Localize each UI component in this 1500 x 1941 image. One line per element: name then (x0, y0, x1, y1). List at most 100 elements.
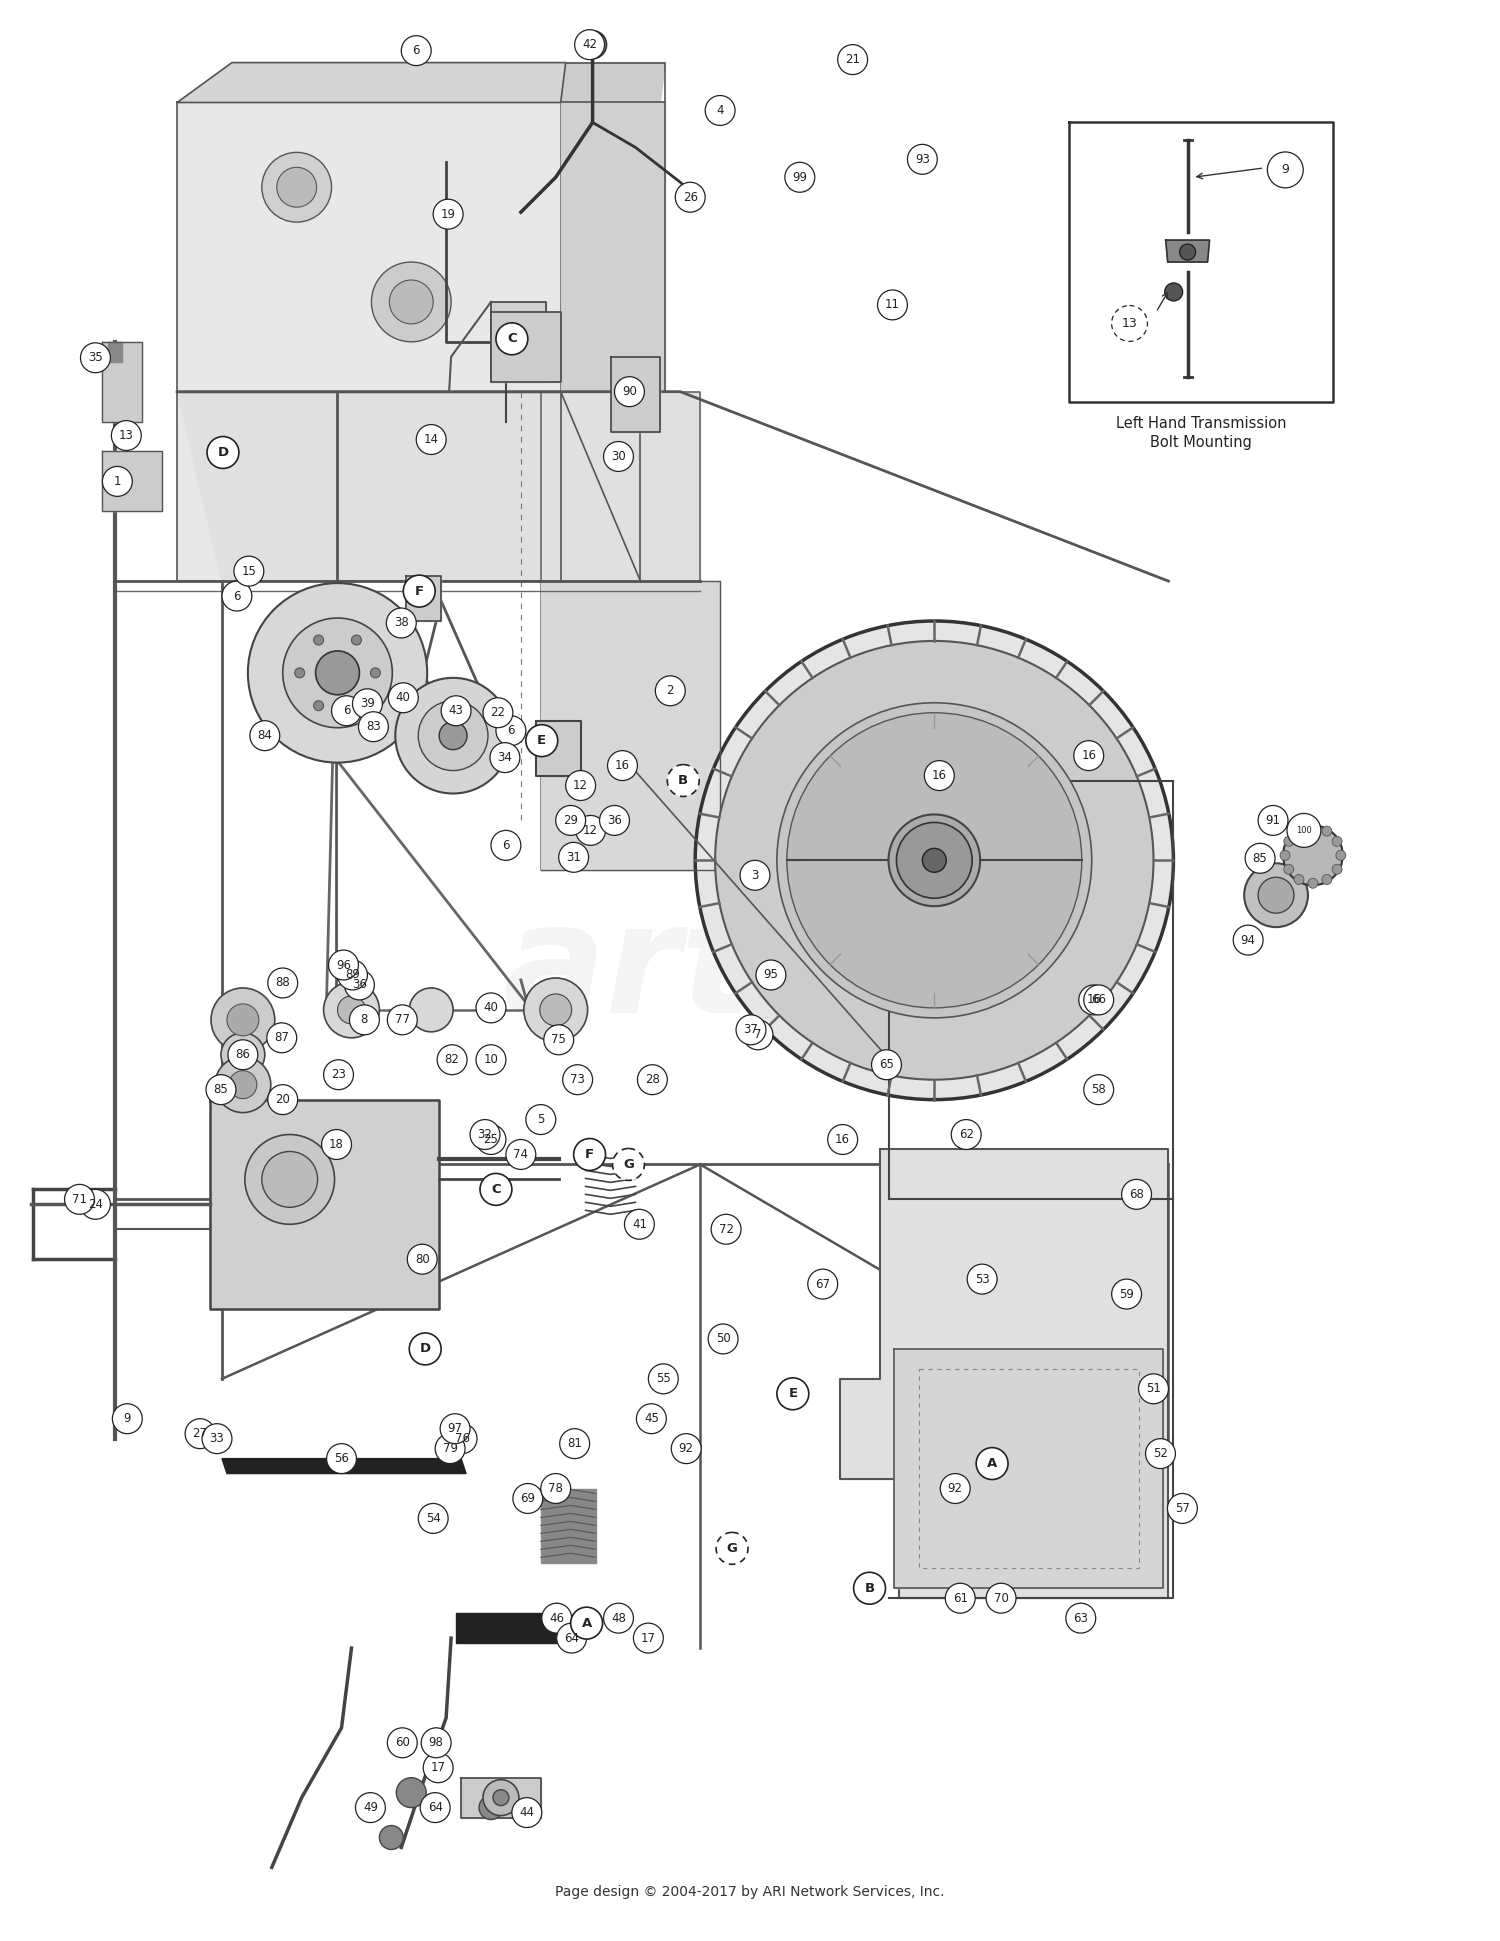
Text: F: F (414, 584, 424, 598)
Circle shape (228, 1040, 258, 1069)
Text: C: C (490, 1182, 501, 1196)
Circle shape (555, 806, 585, 835)
Circle shape (435, 1434, 465, 1464)
Circle shape (111, 421, 141, 450)
Text: 73: 73 (570, 1073, 585, 1087)
Text: 41: 41 (632, 1217, 646, 1231)
Circle shape (81, 1190, 111, 1219)
Text: 9: 9 (1281, 163, 1288, 177)
Text: 49: 49 (363, 1801, 378, 1815)
Text: 24: 24 (88, 1198, 104, 1211)
Circle shape (402, 35, 430, 66)
Text: 62: 62 (958, 1128, 974, 1141)
Circle shape (1282, 825, 1342, 885)
Circle shape (1258, 806, 1288, 835)
Circle shape (370, 668, 381, 677)
Text: 51: 51 (1146, 1382, 1161, 1396)
Circle shape (808, 1269, 837, 1299)
Circle shape (574, 29, 604, 60)
Text: 29: 29 (562, 813, 578, 827)
Circle shape (358, 712, 388, 741)
Circle shape (1146, 1438, 1176, 1469)
Text: 44: 44 (519, 1805, 534, 1819)
Text: D: D (420, 1343, 430, 1355)
Circle shape (1308, 823, 1318, 833)
Circle shape (496, 322, 528, 355)
Circle shape (1066, 1603, 1095, 1632)
Circle shape (570, 1607, 603, 1638)
Text: 99: 99 (792, 171, 807, 184)
Circle shape (1078, 984, 1108, 1015)
Polygon shape (542, 1489, 596, 1563)
Text: 63: 63 (1074, 1611, 1088, 1625)
Text: 64: 64 (427, 1801, 442, 1815)
Circle shape (268, 969, 297, 998)
Circle shape (556, 1623, 586, 1654)
Text: 89: 89 (345, 969, 360, 982)
Polygon shape (561, 103, 666, 392)
Polygon shape (456, 1613, 561, 1644)
Circle shape (558, 842, 588, 872)
Text: A: A (987, 1458, 998, 1469)
Circle shape (410, 988, 453, 1033)
Circle shape (490, 831, 520, 860)
Circle shape (924, 761, 954, 790)
Polygon shape (542, 580, 720, 870)
Circle shape (206, 1075, 236, 1104)
Circle shape (694, 621, 1173, 1101)
Text: Page design © 2004-2017 by ARI Network Services, Inc.: Page design © 2004-2017 by ARI Network S… (555, 1885, 945, 1900)
Polygon shape (102, 342, 142, 421)
Circle shape (496, 716, 526, 745)
Polygon shape (177, 392, 640, 580)
Circle shape (314, 635, 324, 644)
Circle shape (1294, 827, 1304, 837)
Circle shape (1122, 1180, 1152, 1209)
Circle shape (1084, 984, 1113, 1015)
Text: 6: 6 (413, 45, 420, 56)
Circle shape (490, 743, 520, 773)
Polygon shape (490, 303, 546, 382)
Circle shape (1112, 305, 1148, 342)
Text: Left Hand Transmission
Bolt Mounting: Left Hand Transmission Bolt Mounting (1116, 415, 1286, 450)
Circle shape (1164, 283, 1182, 301)
Circle shape (656, 675, 686, 707)
Circle shape (1308, 877, 1318, 889)
Circle shape (1284, 837, 1293, 846)
Circle shape (951, 1120, 981, 1149)
Circle shape (478, 1795, 502, 1819)
Circle shape (736, 1015, 766, 1044)
Text: 12: 12 (584, 823, 598, 837)
Text: 98: 98 (429, 1737, 444, 1749)
Polygon shape (840, 1149, 1168, 1597)
Circle shape (324, 982, 380, 1038)
Text: 43: 43 (448, 705, 464, 718)
Text: 87: 87 (274, 1031, 290, 1044)
Circle shape (756, 961, 786, 990)
Circle shape (433, 200, 464, 229)
Circle shape (387, 1005, 417, 1035)
Circle shape (372, 262, 452, 342)
Circle shape (1332, 837, 1342, 846)
Circle shape (668, 765, 699, 796)
Text: 6: 6 (342, 705, 350, 718)
Circle shape (512, 1797, 542, 1828)
Text: 53: 53 (975, 1273, 990, 1285)
Circle shape (350, 1005, 380, 1035)
Circle shape (1322, 875, 1332, 885)
Circle shape (562, 1066, 592, 1095)
Text: 28: 28 (645, 1073, 660, 1087)
Circle shape (675, 182, 705, 212)
Text: 34: 34 (498, 751, 513, 765)
Circle shape (332, 695, 362, 726)
Circle shape (1336, 850, 1346, 860)
Text: 100: 100 (1296, 827, 1312, 835)
Text: 38: 38 (394, 617, 408, 629)
Text: D: D (217, 446, 228, 458)
Circle shape (390, 280, 433, 324)
Text: 60: 60 (394, 1737, 410, 1749)
Text: A: A (582, 1617, 591, 1630)
Circle shape (968, 1264, 998, 1295)
Circle shape (878, 289, 908, 320)
Text: 83: 83 (366, 720, 381, 734)
Circle shape (396, 677, 512, 794)
